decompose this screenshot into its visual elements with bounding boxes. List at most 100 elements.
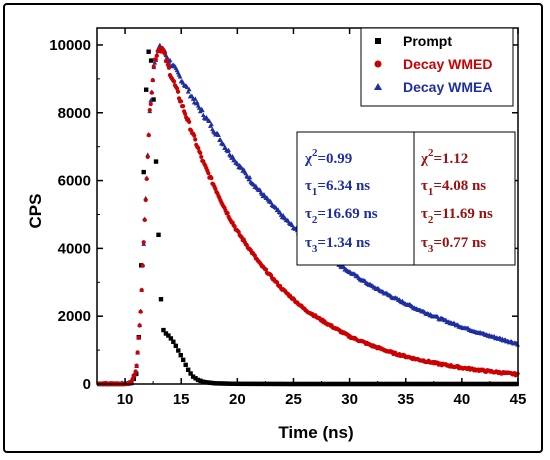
y-tick-label: 4000 [58, 240, 91, 257]
axes-layer: 10 15 20 25 30 35 40 45 0 2000 4000 6000 8000 10000 [49, 27, 527, 408]
tau1-blue: τ1=6.34 ns [305, 178, 370, 198]
prompt-point [178, 352, 183, 358]
decay-wmed-point [138, 309, 143, 314]
prompt-point [190, 374, 196, 379]
chi2-blue: χ2=0.99 [304, 147, 352, 167]
fit-box-border [296, 131, 516, 266]
prompt-point [153, 159, 159, 164]
legend-marker-circle [374, 60, 382, 68]
decay-wmed-point [225, 210, 230, 216]
decay-wmed-point [181, 104, 186, 109]
decay-wmed-point [187, 119, 192, 125]
x-tick-label: 15 [173, 391, 190, 408]
x-tick-label: 35 [397, 391, 414, 408]
tau3-red: τ3=0.77 ns [421, 235, 486, 255]
prompt-point [143, 87, 149, 92]
decay-wmed-point [171, 79, 177, 84]
decay-wmed-point [174, 86, 180, 91]
fit-column-blue: χ2=0.99 τ1=6.34 ns τ2=16.69 ns τ3=1.34 n… [304, 147, 378, 255]
decay-wmed-point [133, 369, 138, 374]
decay-wmed-point [151, 64, 156, 69]
prompt-point [168, 336, 174, 341]
decay-wmed-point [178, 99, 184, 104]
legend: Prompt Decay WMED Decay WMEA [360, 27, 514, 107]
fit-column-red: χ2=1.12 τ1=4.08 ns τ2=11.69 ns τ3=0.77 n… [420, 147, 493, 255]
prompt-point [148, 58, 154, 63]
x-tick-label: 45 [510, 391, 527, 408]
decay-wmed-point [144, 176, 149, 181]
decay-wmed-point [134, 363, 139, 368]
prompt-point [156, 232, 161, 238]
decay-wmed-point [143, 197, 148, 203]
legend-box [360, 27, 514, 107]
prompt-point [146, 49, 151, 54]
legend-marker-triangle [374, 83, 382, 90]
fit-parameters-box: χ2=0.99 τ1=6.34 ns τ2=16.69 ns τ3=1.34 n… [296, 131, 516, 266]
decay-wmed-point [148, 101, 153, 107]
prompt-point [193, 376, 198, 381]
prompt-point [188, 371, 193, 376]
decay-wmed-point [263, 267, 269, 272]
decay-wmed-point [153, 57, 158, 62]
decay-wmed-point [162, 51, 168, 56]
decay-wmed-point [183, 111, 188, 116]
decay-wmed-point [139, 287, 144, 293]
prompt-point [200, 379, 206, 384]
prompt-point [158, 297, 164, 302]
y-tick-label: 2000 [58, 308, 91, 325]
y-tick-label: 10000 [49, 37, 91, 54]
decay-wmed-point [145, 154, 150, 160]
x-tick-label: 10 [117, 391, 134, 408]
x-tick-label: 40 [454, 391, 471, 408]
x-tick-label: 20 [229, 391, 246, 408]
decay-wmed-point [154, 53, 159, 58]
prompt-point [195, 377, 201, 383]
prompt-point [185, 367, 191, 372]
decay-wmed-point [136, 335, 141, 340]
decay-wmea-point [208, 121, 214, 127]
decay-wmea-point [185, 89, 191, 94]
prompt-point [205, 380, 211, 385]
prompt-point [151, 97, 156, 102]
decay-wmed-point [164, 58, 170, 63]
decay-wmed-point [149, 90, 154, 95]
prompt-point [163, 331, 169, 336]
decay-wmed-point [199, 154, 204, 160]
x-tick-label: 30 [341, 391, 358, 408]
tau2-red: τ2=11.69 ns [421, 206, 493, 226]
decay-wmed-point [209, 175, 214, 181]
prompt-point [173, 343, 179, 349]
legend-label-decay-wmed: Decay WMED [403, 56, 492, 72]
decay-wmed-point [140, 263, 145, 268]
legend-marker-square [375, 38, 381, 44]
decay-wmed-point [147, 107, 152, 113]
legend-label-decay-wmea: Decay WMEA [403, 79, 492, 95]
figure-frame [3, 3, 543, 453]
prompt-point [141, 169, 146, 175]
decay-wmea-point [218, 137, 223, 142]
decay-wmea-point [152, 60, 158, 65]
prompt-point [171, 339, 176, 344]
decay-wmed-point [135, 350, 140, 355]
decay-wmea-point [221, 141, 226, 147]
decay-wmed-point [192, 133, 197, 138]
tau3-blue: τ3=1.34 ns [305, 235, 370, 255]
y-tick-label: 8000 [58, 105, 91, 122]
x-axis-title: Time (ns) [278, 423, 353, 442]
tau2-blue: τ2=16.69 ns [305, 206, 378, 226]
decay-wmea-point [148, 97, 154, 103]
x-tick-label: 25 [285, 391, 302, 408]
decay-wmed-point [206, 171, 211, 176]
prompt-point [208, 380, 213, 385]
chi2-red: χ2=1.12 [420, 147, 468, 167]
decay-wmea-point [216, 132, 221, 137]
prompt-point [210, 380, 216, 386]
decay-wmed-point [166, 65, 172, 70]
decay-wmed-point [130, 377, 135, 382]
prompt-point [166, 333, 171, 338]
legend-item-prompt: Prompt [375, 33, 452, 49]
decay-wmea-point [199, 107, 205, 113]
prompt-point [183, 362, 188, 368]
decay-wmed-point [150, 78, 155, 83]
